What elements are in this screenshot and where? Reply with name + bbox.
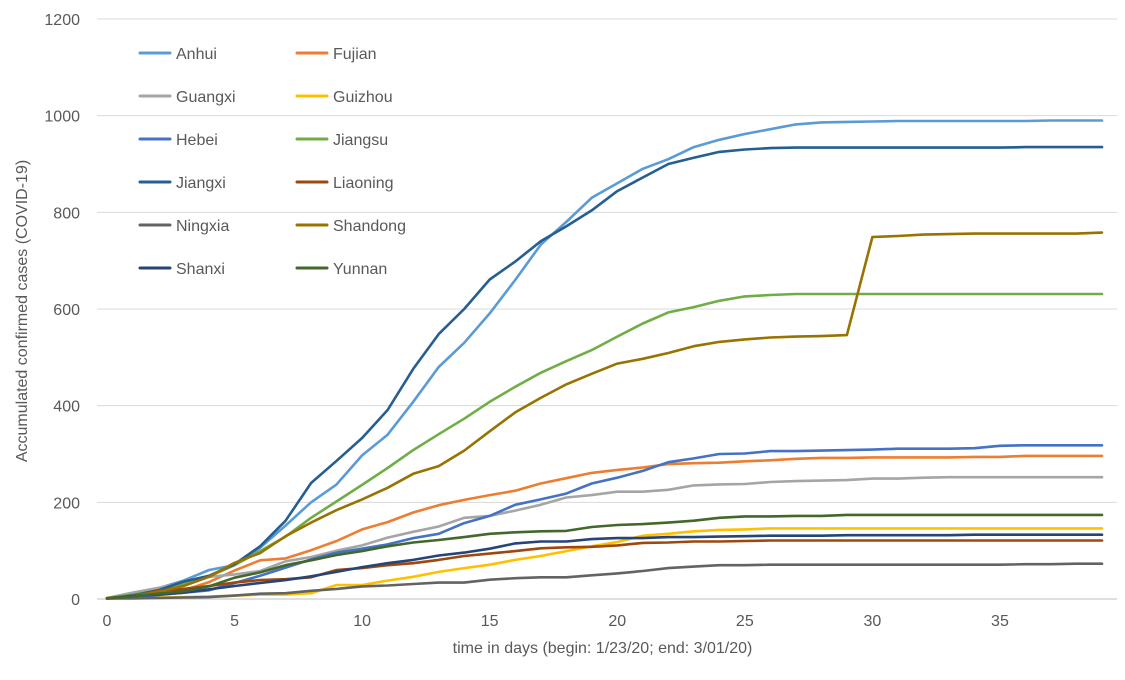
series-line-hebei [105,444,1104,600]
legend-entry-jiangsu: Jiangsu [295,132,388,149]
legend-label: Jiangxi [176,175,226,192]
legend-label: Jiangsu [333,132,388,149]
series-line-fujian [105,454,1104,600]
legend-entry-ningxia: Ningxia [138,218,229,235]
y-tick-label: 200 [53,495,80,512]
legend-label: Yunnan [333,261,387,278]
legend-label: Hebei [176,132,218,149]
legend-entry-guizhou: Guizhou [295,89,393,106]
legend-entry-anhui: Anhui [138,46,217,63]
legend-label: Liaoning [333,175,394,192]
x-tick-label: 10 [353,613,371,630]
legend-label: Guizhou [333,89,393,106]
legend-label: Shandong [333,218,406,235]
series-line-anhui [105,119,1104,600]
series-line-liaoning [105,539,1104,600]
y-tick-label: 0 [71,592,80,609]
y-axis-title: Accumulated confirmed cases (COVID-19) [14,160,31,462]
x-axis-title: time in days (begin: 1/23/20; end: 3/01/… [453,640,753,657]
y-axis-tick-labels: 0 200 400 600 800 1000 1200 [44,12,80,609]
x-tick-label: 30 [863,613,881,630]
legend-entry-yunnan: Yunnan [295,261,387,278]
y-tick-label: 600 [53,302,80,319]
series-line-jiangxi [105,145,1104,600]
legend-entry-liaoning: Liaoning [295,175,394,192]
series-line-yunnan [105,513,1104,600]
series-line-jiangsu [105,292,1104,600]
legend-label: Shanxi [176,261,225,278]
legend-entry-guangxi: Guangxi [138,89,236,106]
y-tick-label: 1200 [44,12,80,29]
legend: Anhui Fujian Guangxi Guizhou Hebei Jiangsu Jia… [138,46,406,278]
x-tick-label: 15 [481,613,499,630]
legend-entry-shandong: Shandong [295,218,406,235]
series-line-guangxi [105,475,1104,600]
x-axis-tick-labels: 0 5 10 15 20 25 30 35 [103,613,1009,630]
legend-label: Ningxia [176,218,229,235]
x-tick-label: 35 [991,613,1009,630]
y-tick-label: 1000 [44,109,80,126]
series-lines [105,119,1104,600]
legend-entry-shanxi: Shanxi [138,261,225,278]
x-tick-label: 20 [608,613,626,630]
series-line-ningxia [105,562,1104,600]
series-line-shandong [105,231,1104,600]
legend-entry-hebei: Hebei [138,132,218,149]
x-tick-label: 0 [103,613,112,630]
legend-entry-fujian: Fujian [295,46,377,63]
x-tick-label: 5 [230,613,239,630]
legend-entry-jiangxi: Jiangxi [138,175,226,192]
y-tick-label: 400 [53,399,80,416]
gridlines [97,18,1117,503]
series-line-shanxi [105,533,1104,600]
legend-label: Guangxi [176,89,236,106]
legend-label: Fujian [333,46,377,63]
x-tick-label: 25 [736,613,754,630]
legend-label: Anhui [176,46,217,63]
y-tick-label: 800 [53,205,80,222]
